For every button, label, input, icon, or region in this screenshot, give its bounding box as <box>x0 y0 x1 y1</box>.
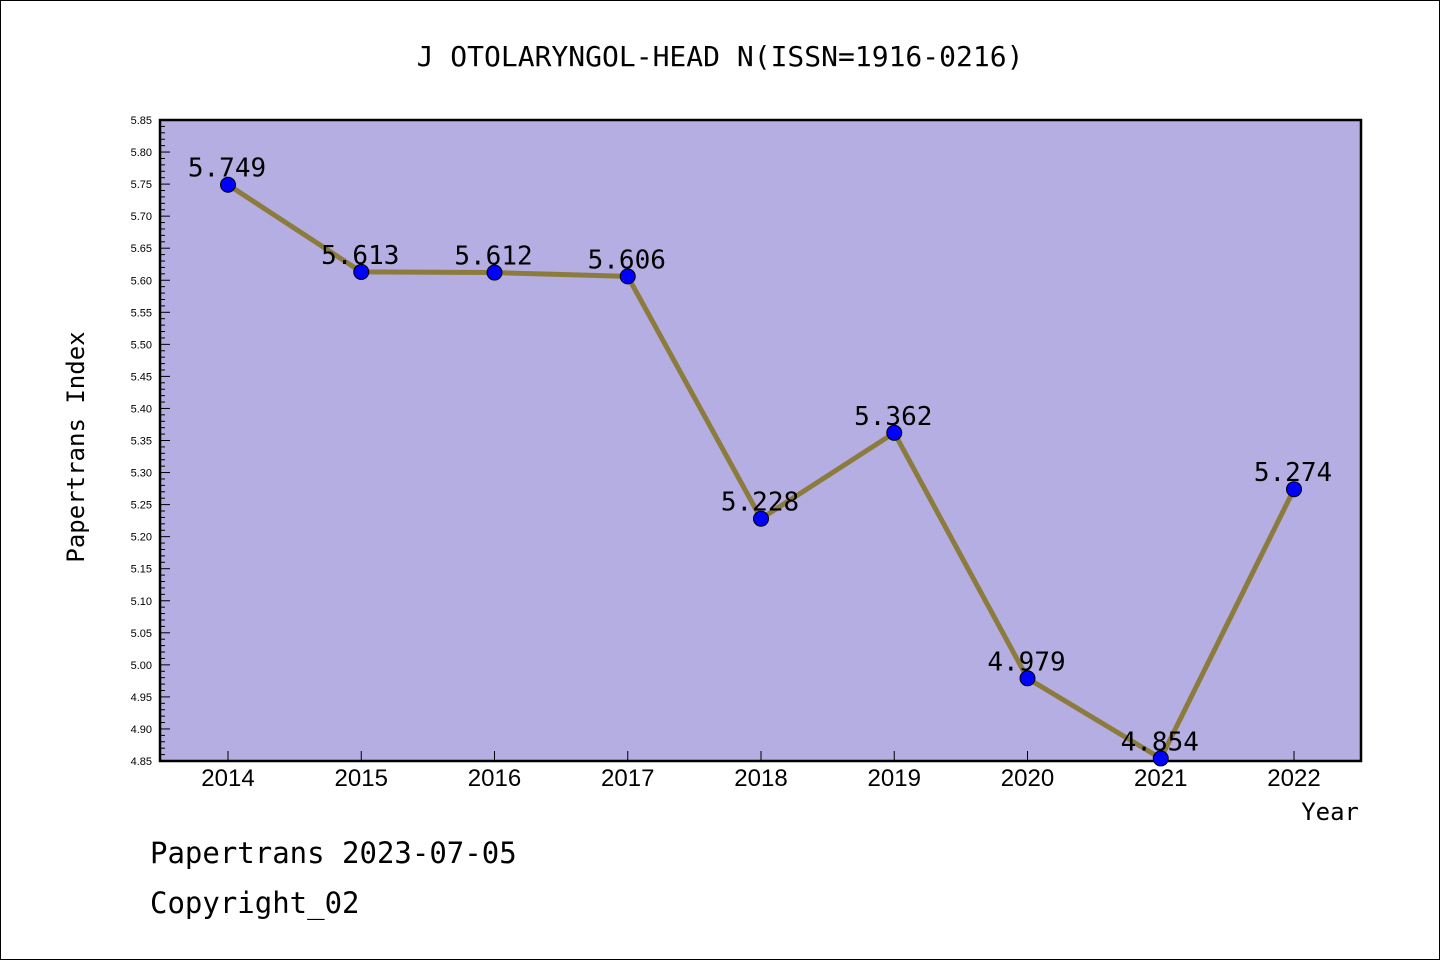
y-tick-label: 5.00 <box>131 660 152 672</box>
data-label: 5.362 <box>854 402 932 432</box>
data-label: 4.854 <box>1121 727 1199 757</box>
y-axis-label: Papertrans Index <box>62 331 90 562</box>
y-tick-label: 5.40 <box>131 403 152 415</box>
x-tick-label: 2018 <box>734 765 787 792</box>
y-tick-label: 4.90 <box>131 724 152 736</box>
y-tick-label: 4.85 <box>131 756 152 768</box>
y-tick-label: 5.80 <box>131 147 152 159</box>
x-tick-label: 2022 <box>1267 765 1320 792</box>
y-tick-label: 4.95 <box>131 692 152 704</box>
data-point <box>353 263 370 280</box>
data-point <box>220 176 236 193</box>
data-point <box>486 264 503 281</box>
y-tick-label: 5.15 <box>131 564 152 576</box>
x-tick-label: 2020 <box>1001 765 1054 792</box>
data-point <box>619 268 636 285</box>
series-line <box>220 176 1302 767</box>
data-point <box>1019 670 1036 687</box>
data-label: 5.613 <box>321 241 399 271</box>
y-tick-label: 5.20 <box>131 532 152 544</box>
footer-date: Papertrans 2023-07-05 <box>150 836 517 870</box>
y-tick-label: 5.25 <box>131 500 152 512</box>
y-tick-label: 5.30 <box>131 468 152 480</box>
data-point <box>886 424 903 441</box>
y-tick-label: 5.85 <box>131 115 152 127</box>
data-point <box>753 510 769 527</box>
data-labels: 5.749 5.613 5.612 5.606 5.228 5.362 4.979 4.854… <box>188 154 1332 758</box>
y-tick-label: 5.10 <box>131 596 152 608</box>
x-axis-label: Year <box>1301 798 1359 826</box>
x-tick-label: 2015 <box>335 765 388 792</box>
x-tick-label: 2014 <box>201 765 254 792</box>
y-tick-label: 5.45 <box>131 371 152 383</box>
data-point <box>1152 750 1169 767</box>
data-point <box>1286 481 1302 498</box>
y-tick-label: 5.05 <box>131 628 152 640</box>
x-axis: 2014 2015 2016 2017 2018 2019 2020 2021 2022 <box>201 751 1321 792</box>
x-tick-label: 2017 <box>601 765 654 792</box>
chart-title: J OTOLARYNGOL-HEAD N(ISSN=1916-0216) <box>417 40 1024 73</box>
y-tick-label: 5.55 <box>131 307 152 319</box>
data-label: 4.979 <box>987 647 1065 677</box>
y-tick-label: 5.50 <box>131 339 152 351</box>
y-tick-label: 5.75 <box>131 179 152 191</box>
x-tick-label: 2016 <box>468 765 521 792</box>
y-tick-label: 5.65 <box>131 243 152 255</box>
x-tick-label: 2019 <box>868 765 921 792</box>
y-tick-label: 5.60 <box>131 275 152 287</box>
y-tick-label: 5.35 <box>131 436 152 448</box>
data-label: 5.612 <box>454 242 532 272</box>
plot-area <box>158 118 1363 763</box>
data-label: 5.274 <box>1254 458 1332 488</box>
y-tick-label: 5.70 <box>131 211 152 223</box>
x-tick-label: 2021 <box>1134 765 1187 792</box>
data-label: 5.228 <box>721 488 799 518</box>
y-axis: 4.85 4.90 4.95 5.00 5.05 5.10 5.15 5.20 5.25 5.30… <box>131 115 170 768</box>
data-label: 5.749 <box>188 154 266 184</box>
data-label: 5.606 <box>588 245 666 275</box>
footer-copyright: Copyright_02 <box>150 886 360 920</box>
